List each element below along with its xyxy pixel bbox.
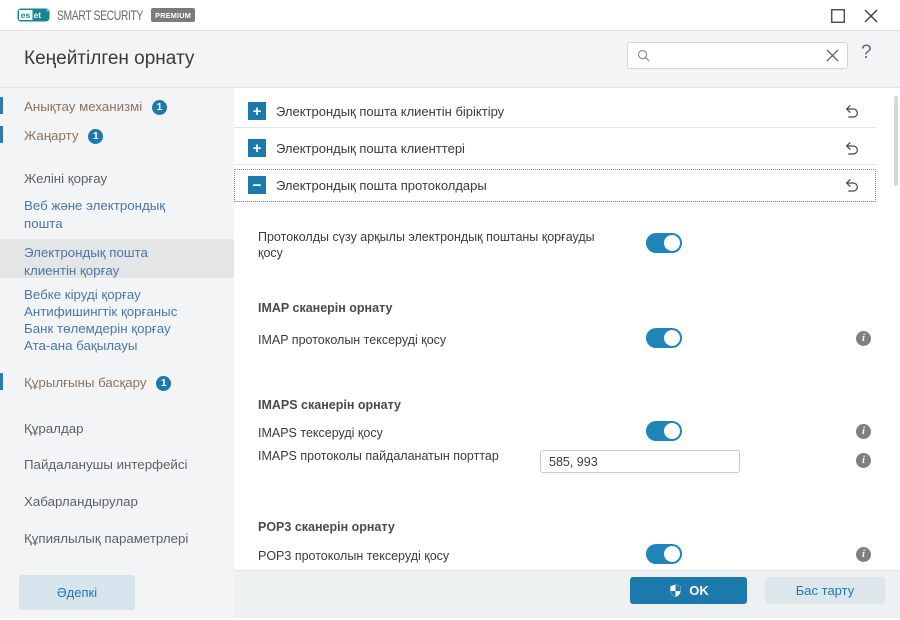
svg-text:et: et	[34, 10, 42, 20]
svg-text:es: es	[21, 10, 31, 20]
